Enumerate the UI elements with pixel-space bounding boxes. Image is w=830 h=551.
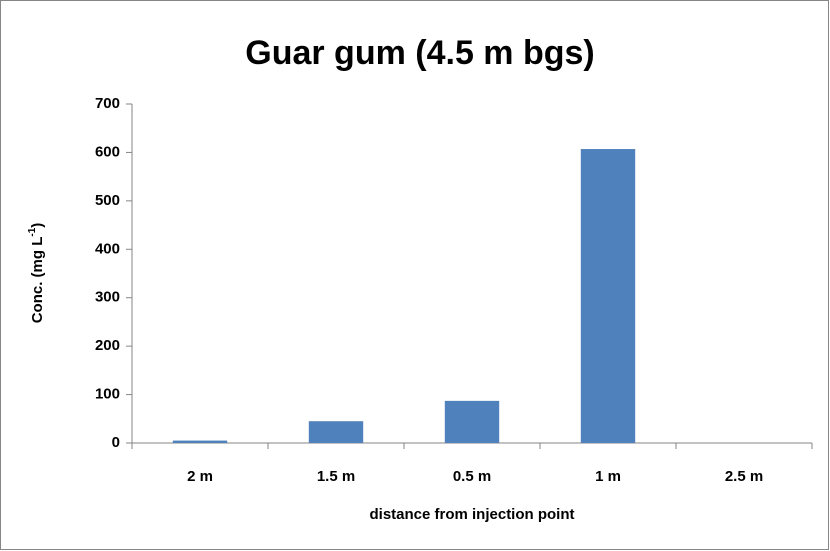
y-axis-label-text: ) [29, 223, 46, 228]
bar [444, 400, 500, 443]
x-axis-label: distance from injection point [369, 506, 574, 523]
y-axis-label-superscript: -1 [27, 227, 38, 236]
y-tick-label: 700 [95, 95, 120, 112]
bar [308, 421, 364, 443]
y-tick-label: 100 [95, 386, 120, 403]
y-tick-label: 200 [95, 337, 120, 354]
x-tick-label: 2.5 m [725, 468, 763, 485]
y-tick-label: 300 [95, 289, 120, 306]
y-tick-label: 500 [95, 192, 120, 209]
y-tick-label: 0 [112, 434, 120, 451]
y-tick-label: 400 [95, 240, 120, 257]
y-axis-label-text: Conc. (mg L [29, 237, 46, 324]
y-axis-label: Conc. (mg L-1) [27, 223, 46, 324]
x-tick-label: 1.5 m [317, 468, 355, 485]
y-tick-label: 600 [95, 143, 120, 160]
chart-title: Guar gum (4.5 m bgs) [245, 34, 595, 72]
x-tick-label: 2 m [187, 468, 213, 485]
bar [580, 149, 636, 443]
x-tick-label: 0.5 m [453, 468, 491, 485]
x-tick-label: 1 m [595, 468, 621, 485]
bar [172, 440, 228, 443]
